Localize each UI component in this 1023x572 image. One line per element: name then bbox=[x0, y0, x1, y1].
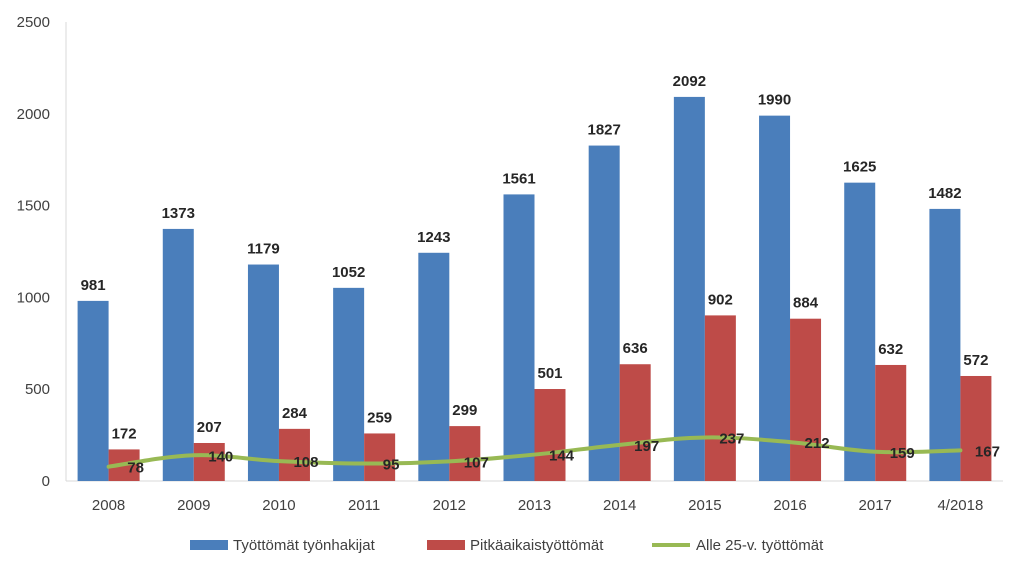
legend-label: Työttömät työnhakijat bbox=[233, 537, 376, 554]
bar-tyottomat bbox=[247, 264, 279, 481]
bar-pitkaaikais bbox=[619, 364, 651, 481]
line-data-label: 95 bbox=[383, 457, 400, 474]
bar-tyottomat bbox=[77, 300, 109, 481]
line-data-label: 159 bbox=[890, 445, 915, 462]
bar-data-label: 1373 bbox=[162, 205, 195, 222]
y-tick-label: 2500 bbox=[17, 14, 50, 31]
bar-pitkaaikais bbox=[960, 375, 992, 481]
y-tick-label: 1500 bbox=[17, 198, 50, 215]
bar-pitkaaikais bbox=[449, 426, 481, 481]
bar-data-label: 2092 bbox=[673, 73, 706, 90]
bar-data-label: 259 bbox=[367, 409, 392, 426]
line-data-label: 237 bbox=[719, 430, 744, 447]
bar-pitkaaikais bbox=[193, 442, 225, 481]
legend-label: Alle 25-v. työttömät bbox=[696, 537, 824, 554]
x-tick-label: 2015 bbox=[688, 497, 721, 514]
x-tick-label: 2011 bbox=[348, 497, 380, 514]
line-data-label: 197 bbox=[634, 438, 659, 455]
x-tick-label: 2013 bbox=[518, 497, 551, 514]
x-tick-label: 2008 bbox=[92, 497, 125, 514]
y-tick-label: 2000 bbox=[17, 106, 50, 123]
bar-data-label: 1990 bbox=[758, 92, 791, 109]
x-tick-label: 2014 bbox=[603, 497, 636, 514]
bar-data-label: 501 bbox=[537, 365, 562, 382]
legend-swatch bbox=[190, 540, 228, 550]
bar-tyottomat bbox=[333, 287, 365, 481]
bar-data-label: 632 bbox=[878, 341, 903, 358]
bar-pitkaaikais bbox=[534, 389, 566, 481]
bar-pitkaaikais bbox=[790, 318, 822, 481]
bar-tyottomat bbox=[759, 115, 791, 482]
legend-label: Pitkäaikaistyöttömät bbox=[470, 537, 604, 554]
line-data-label: 108 bbox=[293, 454, 318, 471]
bar-tyottomat bbox=[673, 96, 705, 481]
x-axis-ticks: 2008 2009 2010 2011 2012 2013 2014 2015 2016 2017… bbox=[92, 497, 983, 514]
bar-tyottomat bbox=[588, 145, 620, 481]
bar-data-label: 1482 bbox=[928, 185, 961, 202]
bar-tyottomat bbox=[418, 252, 450, 481]
bar-data-label: 207 bbox=[197, 419, 222, 436]
bar-tyottomat bbox=[929, 208, 961, 482]
bar-data-label: 1052 bbox=[332, 264, 365, 281]
bar-data-label: 981 bbox=[81, 277, 106, 294]
bar-data-label: 284 bbox=[282, 405, 308, 422]
line-series bbox=[106, 435, 963, 469]
x-tick-label: 2017 bbox=[859, 497, 892, 514]
bar-pitkaaikais bbox=[704, 315, 736, 481]
x-tick-label: 4/2018 bbox=[937, 497, 983, 514]
bar-tyottomat bbox=[844, 182, 876, 481]
legend-swatch bbox=[427, 540, 465, 550]
bar-pitkaaikais bbox=[278, 428, 310, 481]
bar-series bbox=[77, 96, 992, 482]
line-data-label: 212 bbox=[805, 435, 830, 452]
line-alle-25 bbox=[106, 435, 963, 469]
bar-data-label: 884 bbox=[793, 295, 819, 312]
x-tick-label: 2016 bbox=[773, 497, 806, 514]
bar-data-label: 1561 bbox=[502, 170, 535, 187]
bar-data-label: 636 bbox=[623, 340, 648, 357]
line-data-label: 144 bbox=[549, 448, 575, 465]
bar-tyottomat bbox=[503, 194, 535, 482]
bar-data-label: 902 bbox=[708, 291, 733, 308]
line-data-label: 140 bbox=[208, 448, 233, 465]
line-data-label: 167 bbox=[975, 443, 1000, 460]
bar-data-label: 172 bbox=[112, 425, 137, 442]
bar-data-label: 1827 bbox=[587, 122, 620, 139]
bar-tyottomat bbox=[162, 228, 194, 481]
bar-data-label: 572 bbox=[963, 352, 988, 369]
bar-data-label: 1179 bbox=[247, 241, 280, 258]
bar-pitkaaikais bbox=[875, 364, 907, 481]
line-data-label: 107 bbox=[464, 454, 489, 471]
x-tick-label: 2009 bbox=[177, 497, 210, 514]
bar-pitkaaikais bbox=[364, 433, 396, 481]
y-tick-label: 500 bbox=[25, 381, 50, 398]
y-axis-ticks: 0 500 1000 1500 2000 2500 bbox=[17, 14, 50, 490]
line-data-label: 78 bbox=[127, 460, 144, 477]
legend: Työttömät työnhakijat Pitkäaikaistyöttömä… bbox=[190, 537, 824, 554]
bar-data-label: 299 bbox=[452, 402, 477, 419]
bar-data-label: 1625 bbox=[843, 159, 876, 176]
x-tick-label: 2010 bbox=[262, 497, 295, 514]
x-tick-label: 2012 bbox=[433, 497, 466, 514]
bar-data-label: 1243 bbox=[417, 229, 450, 246]
y-tick-label: 0 bbox=[42, 473, 50, 490]
data-labels: 981 1373 1179 1052 1243 1561 1827 2092 1990 1625 1… bbox=[81, 73, 1000, 477]
y-tick-label: 1000 bbox=[17, 289, 50, 306]
